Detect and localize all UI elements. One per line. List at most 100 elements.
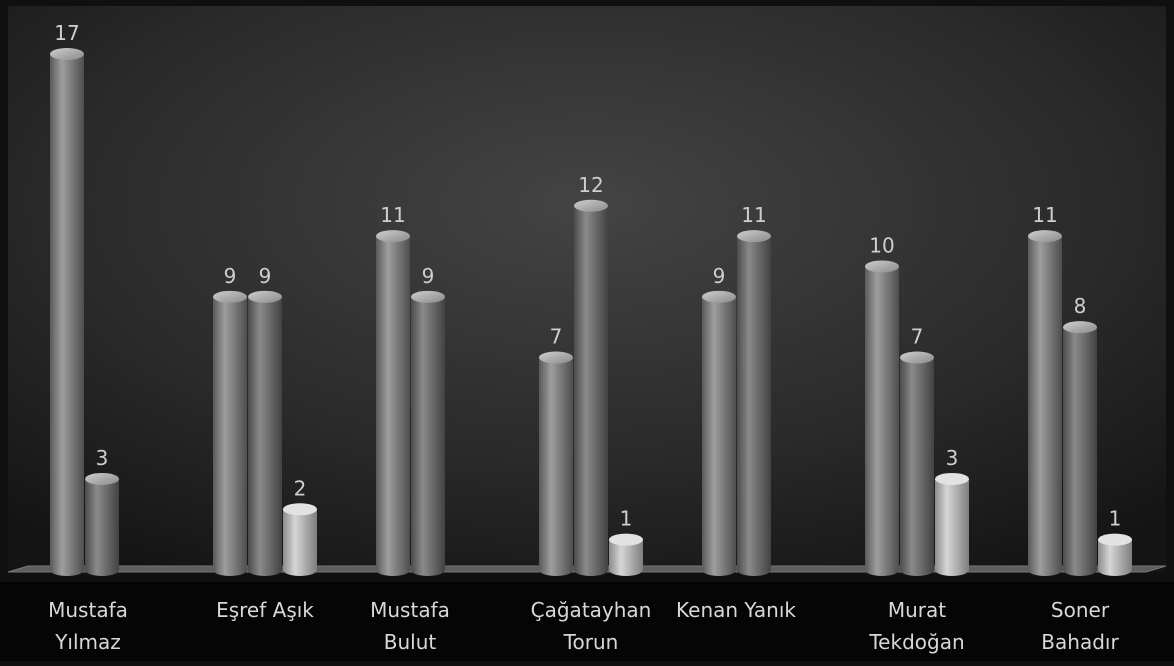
data-label: 2 <box>294 476 307 500</box>
bar-body <box>248 296 282 570</box>
category-labels-layer: Mustafa Yılmaz Eşref Aşık Mustafa Bulut Çağat… <box>48 598 1119 654</box>
bar-top-cap <box>1063 321 1097 334</box>
category-label: Yılmaz <box>54 630 121 654</box>
data-label: 3 <box>946 446 959 470</box>
bar-body <box>539 357 573 570</box>
data-label: 10 <box>869 233 894 257</box>
bar <box>248 290 282 576</box>
bar-bottom-cap <box>900 564 934 576</box>
bar <box>935 472 969 576</box>
category-label: Murat <box>888 598 946 622</box>
data-label: 9 <box>259 264 272 288</box>
bar-body <box>213 296 247 570</box>
bar-bottom-cap <box>411 564 445 576</box>
data-label: 11 <box>1032 203 1057 227</box>
bar <box>900 351 934 576</box>
bar <box>1063 321 1097 576</box>
bar <box>865 260 899 576</box>
bar-top-cap <box>865 260 899 273</box>
data-label: 11 <box>380 203 405 227</box>
bar <box>609 533 643 576</box>
data-label: 8 <box>1074 294 1087 318</box>
bar-top-cap <box>737 230 771 243</box>
bar-body <box>50 54 84 570</box>
bar-top-cap <box>50 48 84 60</box>
bar <box>737 230 771 576</box>
category-label: Soner <box>1051 598 1110 622</box>
data-label: 11 <box>741 203 766 227</box>
category-label: Kenan Yanık <box>676 598 796 622</box>
bar <box>1028 230 1062 576</box>
bar-top-cap <box>574 199 608 212</box>
bar-bottom-cap <box>737 564 771 576</box>
bar-bottom-cap <box>1098 564 1132 576</box>
bar-body <box>737 236 771 570</box>
bar <box>50 48 84 576</box>
category-label: Mustafa <box>48 598 128 622</box>
category-label: Eşref Aşık <box>216 598 314 622</box>
bar-body <box>865 266 899 570</box>
label-band <box>0 582 1174 661</box>
category-label: Çağatayhan <box>531 598 652 622</box>
bar <box>411 290 445 576</box>
bar <box>213 290 247 576</box>
bar-top-cap <box>376 230 410 243</box>
bar-body <box>1063 327 1097 570</box>
bar-bottom-cap <box>1063 564 1097 576</box>
category-label: Torun <box>563 630 619 654</box>
data-label: 17 <box>54 21 79 45</box>
data-label: 9 <box>224 264 237 288</box>
bar-bottom-cap <box>539 564 573 576</box>
data-label: 9 <box>422 264 435 288</box>
bar-bottom-cap <box>1028 564 1062 576</box>
bar-body <box>574 205 608 570</box>
category-label: Tekdoğan <box>868 630 964 654</box>
bar-body <box>411 296 445 570</box>
bar-body <box>376 236 410 570</box>
bar-bottom-cap <box>85 564 119 576</box>
bar-bottom-cap <box>376 564 410 576</box>
data-label: 7 <box>911 325 924 349</box>
bar-bottom-cap <box>248 564 282 576</box>
bar-bottom-cap <box>609 564 643 576</box>
bar <box>85 472 119 576</box>
bar-bottom-cap <box>702 564 736 576</box>
bar <box>539 351 573 576</box>
bar-top-cap <box>900 351 934 364</box>
bar-body <box>1028 236 1062 570</box>
bar-top-cap <box>85 472 119 485</box>
bar-body <box>283 509 317 570</box>
bar-top-cap <box>702 290 736 303</box>
category-label: Mustafa <box>370 598 450 622</box>
bar <box>283 503 317 576</box>
bars-layer <box>50 48 1132 576</box>
bar-top-cap <box>935 472 969 485</box>
bar <box>574 199 608 576</box>
bar-top-cap <box>283 503 317 516</box>
data-label: 1 <box>620 507 633 531</box>
bar-body <box>702 296 736 570</box>
data-label: 1 <box>1109 507 1122 531</box>
category-label: Bahadır <box>1041 630 1119 654</box>
bar-bottom-cap <box>50 564 84 576</box>
bar-top-cap <box>248 290 282 303</box>
bar-body <box>85 478 119 570</box>
bar-body <box>935 478 969 570</box>
data-label: 12 <box>578 173 603 197</box>
bar-bottom-cap <box>935 564 969 576</box>
bar-body <box>900 357 934 570</box>
bar-top-cap <box>1028 230 1062 243</box>
bar-top-cap <box>1098 533 1132 546</box>
bar-top-cap <box>213 290 247 303</box>
bar <box>1098 533 1132 576</box>
bar <box>376 230 410 576</box>
bar-top-cap <box>411 290 445 303</box>
bar-top-cap <box>539 351 573 364</box>
category-label: Bulut <box>384 630 437 654</box>
bar-top-cap <box>609 533 643 546</box>
bar <box>702 290 736 576</box>
bar-bottom-cap <box>574 564 608 576</box>
